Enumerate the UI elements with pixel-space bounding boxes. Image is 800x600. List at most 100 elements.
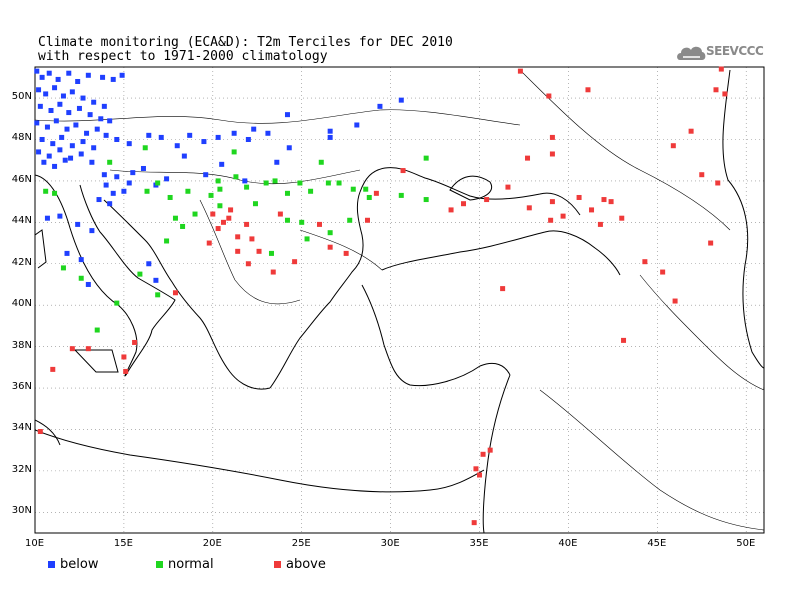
station-below-32 [94, 126, 100, 132]
station-normal-26 [325, 180, 331, 186]
lon-tick-label-8: 50E [736, 538, 756, 549]
station-below-67 [114, 174, 120, 180]
station-above-6 [256, 248, 262, 254]
station-below-3 [55, 76, 61, 82]
station-below-72 [96, 197, 102, 203]
station-above-2 [228, 207, 234, 213]
station-above-41 [713, 87, 719, 93]
lon-tick-label-5: 35E [469, 538, 489, 549]
station-above-43 [670, 143, 676, 149]
station-above-28 [548, 217, 554, 223]
station-below-26 [34, 120, 40, 126]
station-above-62 [50, 366, 56, 372]
station-normal-28 [350, 186, 356, 192]
station-above-0 [210, 211, 216, 217]
station-below-60 [284, 112, 290, 118]
station-above-51 [477, 472, 483, 478]
station-below-22 [76, 105, 82, 111]
station-above-25 [608, 199, 614, 205]
station-below-69 [103, 182, 109, 188]
station-below-11 [43, 91, 49, 97]
station-below-47 [52, 163, 58, 169]
stations-above [37, 66, 728, 526]
station-normal-35 [142, 145, 148, 151]
lat-tick-label-2: 46N [11, 173, 32, 185]
station-below-41 [46, 153, 52, 159]
station-below-40 [36, 149, 42, 155]
station-below-17 [101, 103, 107, 109]
station-below-20 [57, 101, 63, 107]
station-normal-17 [233, 174, 239, 180]
station-above-46 [549, 134, 555, 140]
lat-tick-label-3: 44N [11, 215, 32, 227]
station-above-33 [642, 259, 648, 265]
legend-item-above: above [274, 557, 326, 572]
station-normal-45 [366, 194, 372, 200]
lon-tick-label-4: 30E [380, 538, 400, 549]
lon-tick-label-3: 25E [291, 538, 311, 549]
station-below-62 [354, 122, 360, 128]
station-above-44 [585, 87, 591, 93]
lat-tick-label-4: 42N [11, 256, 32, 268]
station-normal-20 [263, 180, 269, 186]
station-below-84 [89, 228, 95, 234]
station-below-37 [69, 143, 75, 149]
station-above-30 [549, 199, 555, 205]
station-normal-22 [284, 190, 290, 196]
station-above-58 [123, 368, 129, 374]
station-normal-2 [60, 265, 66, 271]
station-below-43 [68, 155, 74, 161]
station-below-45 [89, 159, 95, 165]
cloud-icon [677, 46, 706, 60]
station-above-16 [400, 168, 406, 174]
station-above-21 [525, 155, 531, 161]
station-below-44 [78, 151, 84, 157]
station-below-87 [146, 261, 152, 267]
station-below-53 [174, 143, 180, 149]
station-normal-8 [144, 188, 150, 194]
station-below-30 [73, 122, 79, 128]
station-above-57 [85, 346, 91, 352]
station-above-11 [316, 221, 322, 227]
station-normal-16 [217, 203, 223, 209]
station-above-54 [471, 520, 477, 526]
lon-tick-label-2: 20E [202, 538, 222, 549]
station-above-26 [576, 194, 582, 200]
station-below-71 [121, 188, 127, 194]
station-below-46 [41, 159, 47, 165]
station-below-24 [98, 116, 104, 122]
grid-lines [34, 67, 764, 533]
station-normal-36 [423, 197, 429, 203]
station-normal-29 [363, 186, 369, 192]
station-below-4 [66, 70, 72, 76]
station-above-22 [549, 151, 555, 157]
station-above-8 [235, 248, 241, 254]
station-normal-40 [107, 159, 113, 165]
station-normal-39 [180, 223, 186, 229]
station-above-53 [487, 447, 493, 453]
lat-tick-label-8: 34N [11, 422, 32, 434]
station-above-17 [448, 207, 454, 213]
station-below-88 [153, 277, 159, 283]
station-normal-7 [137, 271, 143, 277]
station-below-10 [36, 87, 42, 93]
station-normal-1 [43, 188, 49, 194]
station-below-21 [66, 110, 72, 116]
station-above-45 [517, 68, 523, 74]
station-below-86 [44, 215, 50, 221]
station-below-42 [57, 147, 63, 153]
station-above-35 [672, 298, 678, 304]
station-normal-4 [94, 327, 100, 333]
borders [35, 69, 764, 531]
legend-swatch-below [48, 561, 55, 568]
station-below-57 [231, 130, 237, 136]
station-normal-5 [114, 300, 120, 306]
station-below-61 [327, 134, 333, 140]
lat-tick-label-6: 38N [11, 339, 32, 351]
station-above-47 [621, 337, 627, 343]
station-below-49 [114, 136, 120, 142]
station-below-1 [39, 74, 45, 80]
lon-tick-label-7: 45E [647, 538, 667, 549]
station-below-64 [398, 97, 404, 103]
